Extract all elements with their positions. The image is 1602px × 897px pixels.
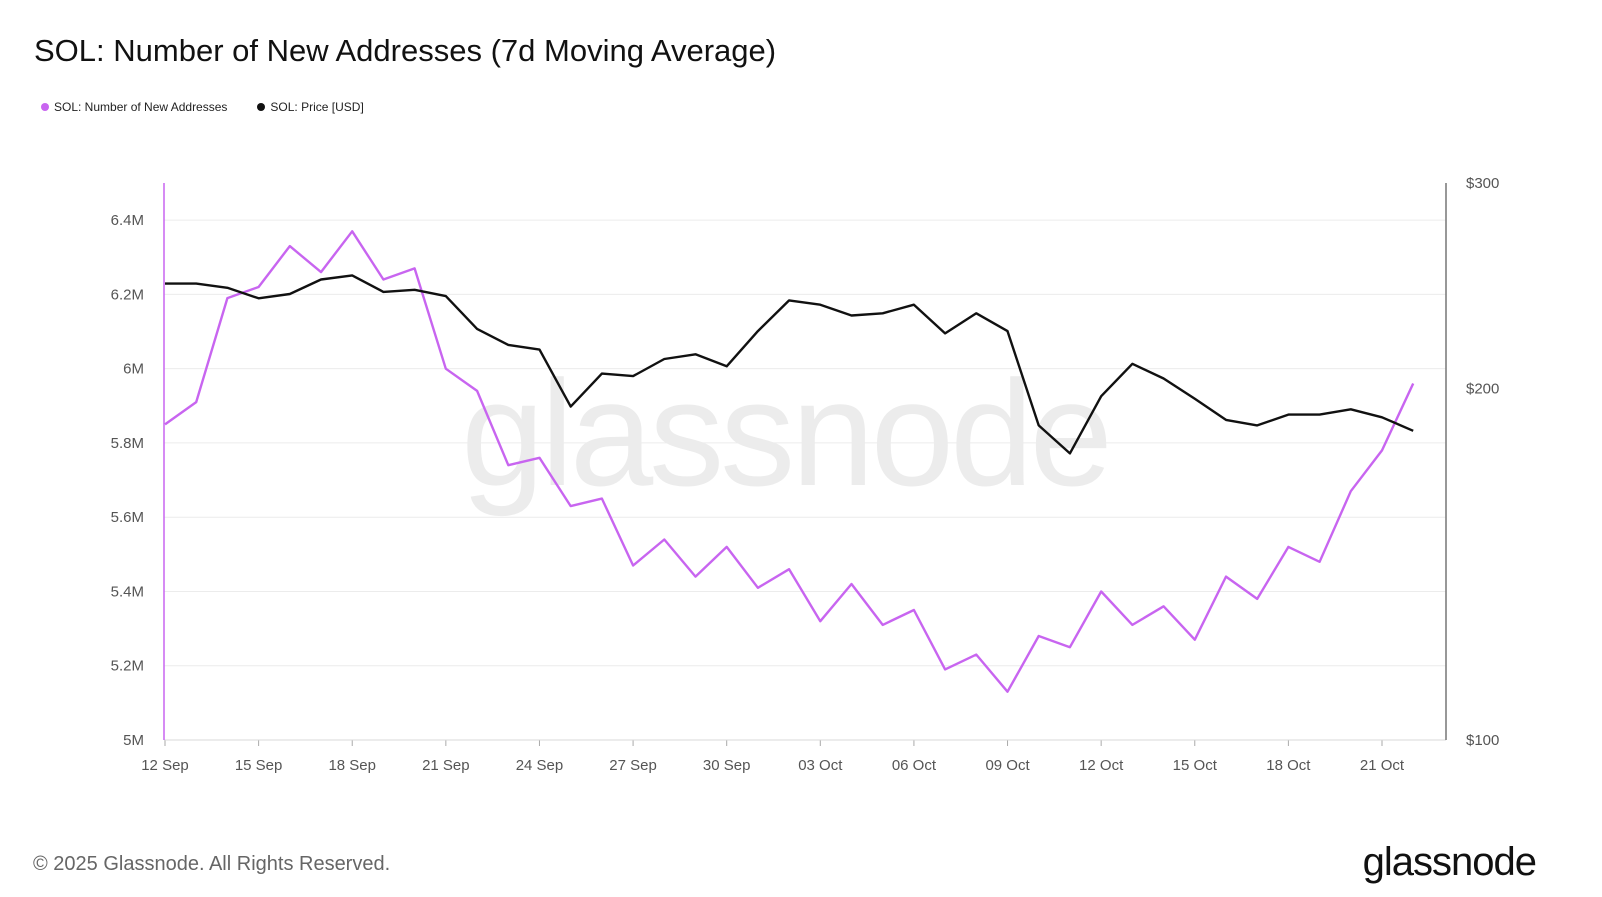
x-tick-label: 15 Oct — [1173, 757, 1218, 774]
series-group — [164, 230, 1415, 693]
grid-lines — [164, 219, 1446, 741]
x-tick-label: 15 Sep — [235, 757, 283, 774]
y-right-tick-label: $100 — [1466, 732, 1499, 749]
x-tick-label: 21 Sep — [422, 757, 470, 774]
y-left-tick-label: 5.4M — [111, 583, 144, 600]
copyright-footer: © 2025 Glassnode. All Rights Reserved. — [33, 853, 391, 875]
x-tick-label: 12 Sep — [141, 757, 189, 774]
legend-dot-price — [257, 103, 266, 111]
legend: SOL: Number of New Addresses SOL: Price … — [41, 100, 364, 114]
watermark: glassnode — [461, 349, 1109, 517]
x-tick-label: 12 Oct — [1079, 757, 1124, 774]
y-left-tick-label: 5M — [123, 732, 144, 749]
legend-dot-new-addresses — [41, 103, 49, 111]
x-tick-label: 18 Oct — [1266, 757, 1311, 774]
y-right-tick-label: $300 — [1466, 175, 1499, 192]
legend-label-new-addresses: SOL: Number of New Addresses — [54, 100, 228, 114]
x-tick-label: 03 Oct — [798, 757, 843, 774]
legend-item-new-addresses[interactable]: SOL: Number of New Addresses — [41, 100, 227, 114]
y-left-tick-label: 5.6M — [111, 509, 144, 526]
x-tick-label: 09 Oct — [985, 757, 1030, 774]
x-tick-label: 06 Oct — [892, 757, 937, 774]
chart-title: SOL: Number of New Addresses (7d Moving … — [34, 33, 777, 68]
x-tick-label: 21 Oct — [1360, 757, 1405, 774]
legend-label-price: SOL: Price [USD] — [270, 100, 364, 114]
y-left-tick-label: 6.4M — [111, 212, 144, 229]
y-left-tick-label: 6M — [123, 361, 144, 378]
legend-item-price[interactable]: SOL: Price [USD] — [257, 100, 364, 114]
y-left-tick-label: 5.2M — [111, 658, 144, 675]
series-line-new-addresses — [164, 230, 1415, 693]
y-left-tick-label: 5.8M — [111, 435, 144, 452]
x-tick-label: 30 Sep — [703, 757, 751, 774]
x-tick-label: 18 Sep — [328, 757, 376, 774]
glassnode-logo[interactable]: glassnode — [1362, 840, 1537, 884]
axes: 5M 5.2M 5.4M 5.6M 5.8M 6M 6.2M 6.4M $100 $200 $300… — [111, 175, 1500, 774]
y-left-tick-label: 6.2M — [111, 286, 144, 303]
x-tick-label: 27 Sep — [609, 757, 657, 774]
x-tick-label: 24 Sep — [516, 757, 564, 774]
y-right-tick-label: $200 — [1466, 381, 1499, 398]
series-line-price — [165, 274, 1414, 455]
